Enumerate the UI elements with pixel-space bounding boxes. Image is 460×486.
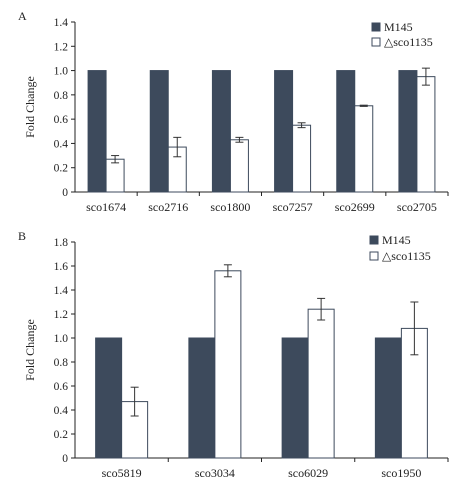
bar [95, 337, 123, 459]
bar [214, 270, 242, 459]
bar [105, 158, 125, 193]
legend-swatch [369, 235, 379, 245]
bar [416, 76, 436, 193]
bar [374, 337, 402, 459]
y-axis-label: Fold Change [23, 76, 37, 138]
y-tick-label: 1.0 [54, 333, 69, 345]
y-tick-label: 1.0 [54, 66, 69, 78]
category-label: sco5819 [102, 466, 142, 480]
y-tick-label: 0.8 [54, 357, 69, 369]
y-tick-label: 0.6 [54, 381, 69, 393]
y-tick-label: 0.4 [54, 138, 69, 150]
y-tick-label: 0.2 [54, 429, 69, 441]
legend-swatch [369, 251, 379, 261]
legend-label: △sco1135 [382, 249, 431, 263]
category-label: sco3034 [195, 466, 235, 480]
y-tick-label: 0.2 [54, 163, 69, 175]
y-tick-label: 1.2 [54, 41, 69, 53]
bar [229, 139, 249, 193]
legend-label: △sco1135 [384, 35, 433, 49]
bar [336, 70, 356, 193]
legend-swatch [371, 37, 381, 47]
bar [292, 124, 312, 193]
category-label: sco2705 [397, 200, 437, 214]
y-tick-label: 0.4 [54, 405, 69, 417]
bar [281, 337, 309, 459]
bar [188, 337, 216, 459]
y-axis-label: Fold Change [23, 319, 37, 381]
panel-letter: B [18, 229, 26, 243]
y-tick-label: 1.8 [54, 237, 69, 249]
legend-swatch [371, 22, 381, 32]
category-label: sco1950 [381, 466, 421, 480]
category-label: sco2716 [148, 200, 188, 214]
category-label: sco1674 [86, 200, 126, 214]
y-tick-label: 1.4 [54, 285, 69, 297]
bar [354, 105, 374, 193]
panel-letter: A [18, 9, 27, 23]
legend-label: M145 [382, 233, 411, 247]
y-tick-label: 0.8 [54, 90, 69, 102]
category-label: sco2699 [335, 200, 375, 214]
chart-panel-a: A Fold Change 0 0.2 0.4 0.6 0.8 1.0 1.2 1.4 sco167… [18, 9, 449, 214]
y-tick-label: 1.4 [54, 17, 69, 29]
category-label: sco7257 [273, 200, 313, 214]
y-tick-label: 0.6 [54, 114, 69, 126]
bar [87, 70, 107, 193]
bar [211, 70, 231, 193]
y-tick-label: 1.2 [54, 309, 69, 321]
bar [149, 70, 169, 193]
legend-label: M145 [384, 20, 413, 34]
chart-panel-b: B Fold Change 0 0.2 0.4 0.6 0.8 1.0 1.2 1.4 1.6 1.8… [18, 229, 449, 480]
bar [398, 70, 418, 193]
category-label: sco6029 [288, 466, 328, 480]
bar [274, 70, 294, 193]
category-label: sco1800 [210, 200, 250, 214]
y-tick-label: 1.6 [54, 261, 69, 273]
bar [307, 308, 335, 459]
y-tick-label: 0 [62, 453, 68, 465]
y-tick-label: 0 [62, 187, 68, 199]
